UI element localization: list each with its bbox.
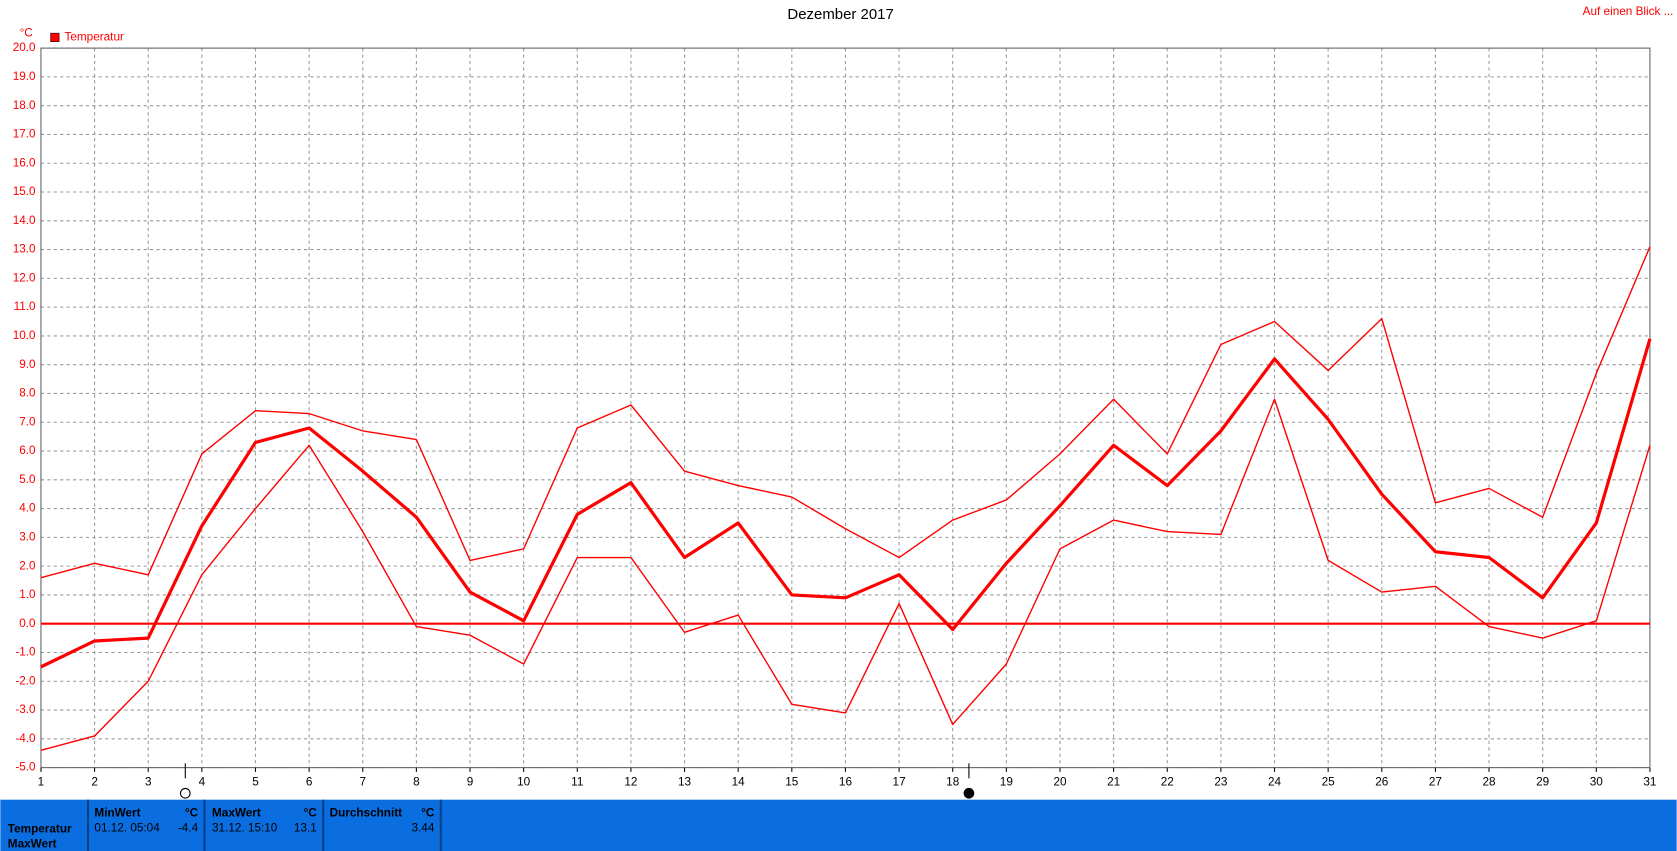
y-tick-label: 16.0 (13, 156, 36, 169)
y-unit: °C (20, 26, 34, 39)
table-header: Durchschnitt (330, 807, 403, 820)
x-tick-label: 9 (467, 776, 474, 789)
x-tick-label: 26 (1375, 776, 1389, 789)
x-tick-label: 2 (91, 776, 98, 789)
x-tick-label: 28 (1483, 776, 1497, 789)
y-tick-label: 5.0 (19, 473, 36, 486)
x-tick-label: 13 (678, 776, 692, 789)
table-header: °C (185, 807, 199, 820)
moon-icon (179, 787, 191, 799)
y-tick-label: 3.0 (19, 530, 36, 543)
y-tick-label: -5.0 (15, 761, 36, 774)
y-tick-label: 4.0 (19, 502, 36, 515)
x-tick-label: 7 (359, 776, 366, 789)
stats-bar (0, 799, 1677, 851)
y-tick-label: -3.0 (15, 703, 36, 716)
plot-frame (40, 47, 1651, 769)
x-tick-label: 5 (252, 776, 259, 789)
y-tick-label: 10.0 (13, 329, 36, 342)
x-tick-label: 10 (517, 776, 531, 789)
x-tick-label: 23 (1214, 776, 1228, 789)
x-tick-label: 3 (145, 776, 152, 789)
y-tick-label: -2.0 (15, 674, 36, 687)
x-tick-label: 8 (413, 776, 420, 789)
x-tick-label: 15 (785, 776, 799, 789)
x-tick-label: 29 (1536, 776, 1549, 789)
table-cell: 31.12. 15:10 (212, 822, 278, 835)
x-tick-label: 24 (1268, 776, 1282, 789)
table-row-label: MaxWert (8, 838, 57, 851)
moon-icon (963, 787, 975, 799)
x-tick-label: 16 (839, 776, 853, 789)
x-tick-label: 22 (1161, 776, 1174, 789)
y-tick-label: 13.0 (13, 243, 36, 256)
y-tick-label: 19.0 (13, 70, 36, 83)
series-line (40, 398, 1651, 752)
table-cell: 13.1 (294, 822, 317, 835)
x-tick-label: 11 (571, 776, 583, 789)
y-tick-label: 18.0 (13, 99, 36, 112)
y-tick-label: 17.0 (13, 128, 36, 141)
link[interactable]: Auf einen Blick ... (1583, 5, 1674, 18)
y-tick-label: 9.0 (19, 358, 36, 371)
x-tick-label: 17 (893, 776, 906, 789)
y-tick-label: 14.0 (13, 214, 36, 227)
table-header: MaxWert (212, 807, 261, 820)
table-header: MinWert (94, 807, 140, 820)
table-cell: 3.44 (412, 822, 435, 835)
stats-header: MinWert °C MaxWert °C Durchschnitt °C (94, 807, 434, 820)
y-tick-label: 2.0 (19, 559, 36, 572)
x-tick-label: 20 (1053, 776, 1067, 789)
x-tick-label: 4 (199, 776, 206, 789)
y-tick-label: 11.0 (14, 300, 36, 313)
y-tick-label: 7.0 (19, 415, 36, 428)
y-tick-label: 12.0 (13, 271, 36, 284)
x-tick-label: 21 (1107, 776, 1120, 789)
x-tick-label: 19 (1000, 776, 1013, 789)
series-line (40, 338, 1652, 669)
y-tick-label: 1.0 (19, 588, 36, 601)
series-line (40, 246, 1651, 579)
legend-label: Temperatur (64, 31, 124, 44)
x-tick-label: 31 (1643, 776, 1656, 789)
x-tick-label: 27 (1429, 776, 1442, 789)
x-tick-label: 6 (306, 776, 313, 789)
x-tick-label: 12 (624, 776, 637, 789)
x-tick-label: 25 (1322, 776, 1336, 789)
y-tick-label: 0.0 (19, 617, 36, 630)
table-row-label: Temperatur (8, 823, 72, 836)
plot: -5.0 -4.0 -3.0 -2.0 -1.0 0.0 1.0 2.0 3.0 4.0 5.0 6.… (13, 41, 1657, 788)
table-cell: 01.12. 05:04 (94, 822, 160, 835)
table-header: °C (421, 807, 435, 820)
stats-separators (86, 799, 442, 851)
x-tick-label: 1 (38, 776, 45, 789)
x-tick-label: 18 (946, 776, 960, 789)
y-tick-label: 15.0 (13, 185, 36, 198)
legend-swatch (50, 32, 60, 42)
table-header: °C (304, 807, 318, 820)
y-tick-label: -4.0 (15, 732, 36, 745)
y-tick-label: -1.0 (15, 646, 36, 659)
x-tick-label: 30 (1590, 776, 1604, 789)
y-tick-label: 8.0 (19, 387, 36, 400)
table-cell: -4.4 (178, 822, 199, 835)
y-tick-label: 6.0 (19, 444, 36, 457)
x-tick-label: 14 (732, 776, 746, 789)
y-tick-label: 20.0 (13, 41, 36, 54)
chart-title: Dezember 2017 (787, 6, 893, 23)
